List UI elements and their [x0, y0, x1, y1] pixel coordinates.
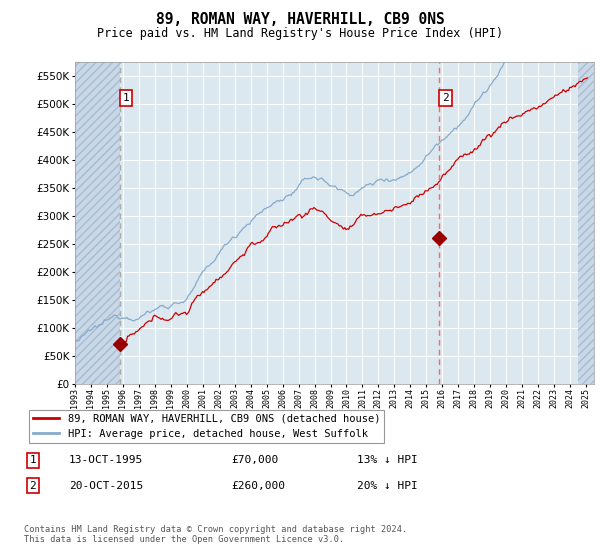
- Text: 20% ↓ HPI: 20% ↓ HPI: [357, 480, 418, 491]
- Bar: [75, 62, 119, 384]
- Text: 13% ↓ HPI: 13% ↓ HPI: [357, 455, 418, 465]
- Text: 20-OCT-2015: 20-OCT-2015: [69, 480, 143, 491]
- Text: 2: 2: [442, 93, 449, 103]
- Text: 2: 2: [29, 480, 37, 491]
- Legend: 89, ROMAN WAY, HAVERHILL, CB9 0NS (detached house), HPI: Average price, detached: 89, ROMAN WAY, HAVERHILL, CB9 0NS (detac…: [29, 409, 385, 443]
- Text: £70,000: £70,000: [231, 455, 278, 465]
- Bar: [578, 62, 594, 384]
- Text: £260,000: £260,000: [231, 480, 285, 491]
- Text: Price paid vs. HM Land Registry's House Price Index (HPI): Price paid vs. HM Land Registry's House …: [97, 27, 503, 40]
- Text: 89, ROMAN WAY, HAVERHILL, CB9 0NS: 89, ROMAN WAY, HAVERHILL, CB9 0NS: [155, 12, 445, 27]
- Text: 1: 1: [123, 93, 130, 103]
- Text: 13-OCT-1995: 13-OCT-1995: [69, 455, 143, 465]
- Text: 1: 1: [29, 455, 37, 465]
- Text: Contains HM Land Registry data © Crown copyright and database right 2024.
This d: Contains HM Land Registry data © Crown c…: [24, 525, 407, 544]
